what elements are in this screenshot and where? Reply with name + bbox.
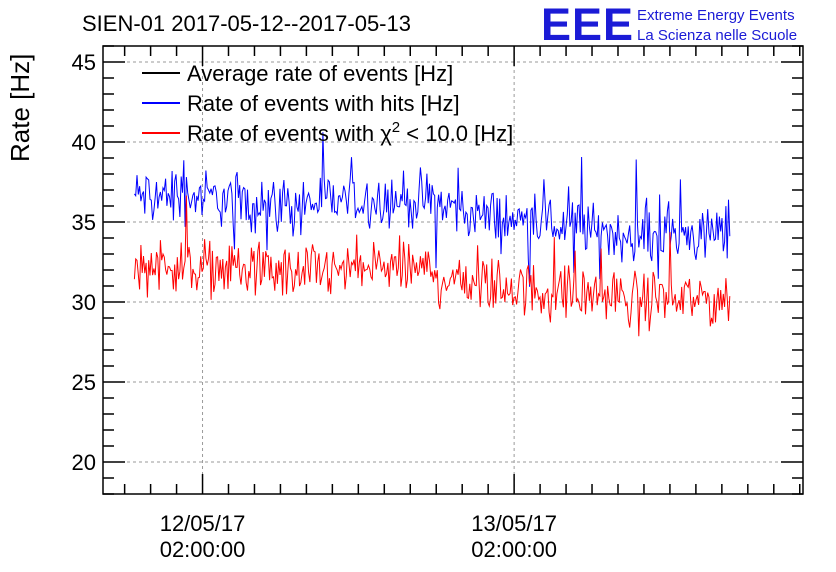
y-tick-label: 45 xyxy=(72,50,96,75)
y-tick-label: 30 xyxy=(72,290,96,315)
legend-label-0: Average rate of events [Hz] xyxy=(187,61,453,86)
x-tick-time: 02:00:00 xyxy=(471,537,557,562)
legend-label-1: Rate of events with hits [Hz] xyxy=(187,91,460,116)
x-tick-time: 02:00:00 xyxy=(160,537,246,562)
ticks-layer: 20253035404512/05/1702:00:0013/05/1702:0… xyxy=(72,45,803,562)
eee-logo: EEE Extreme Energy Events La Scienza nel… xyxy=(541,0,797,50)
series-line-2 xyxy=(133,195,731,337)
x-tick-date: 13/05/17 xyxy=(471,511,557,536)
logo-line-2: La Scienza nelle Scuole xyxy=(637,27,797,44)
logo-mark: EEE xyxy=(541,0,634,50)
legend: Average rate of events [Hz] Rate of event… xyxy=(142,61,513,146)
y-tick-label: 40 xyxy=(72,130,96,155)
series-line-1 xyxy=(133,132,731,287)
y-tick-label: 25 xyxy=(72,370,96,395)
y-axis-label: Rate [Hz] xyxy=(5,54,35,162)
logo-line-1: Extreme Energy Events xyxy=(637,7,795,24)
x-tick-date: 12/05/17 xyxy=(160,511,246,536)
series-layer xyxy=(133,132,731,337)
legend-label-2: Rate of events with χ2 < 10.0 [Hz] xyxy=(187,119,513,146)
grid-layer xyxy=(103,46,803,494)
y-tick-label: 20 xyxy=(72,450,96,475)
y-tick-label: 35 xyxy=(72,210,96,235)
chart-title: SIEN-01 2017-05-12--2017-05-13 xyxy=(82,11,411,36)
